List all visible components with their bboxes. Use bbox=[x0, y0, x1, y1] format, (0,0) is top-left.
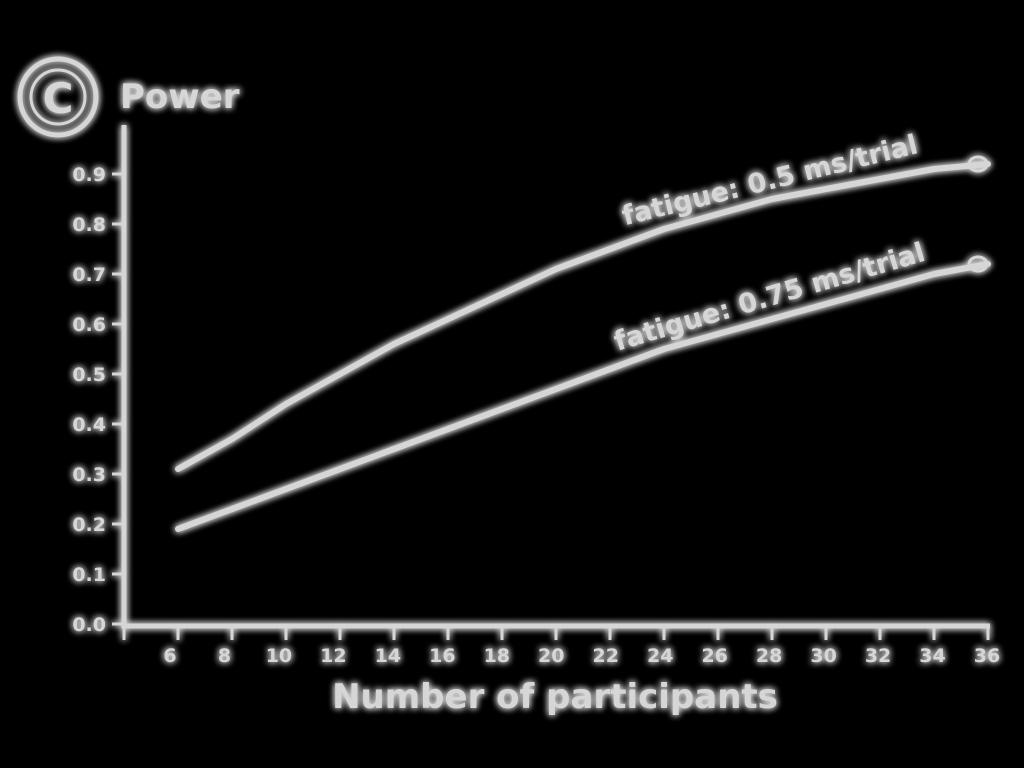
y-tick-label: 0.4 bbox=[72, 414, 106, 436]
series-label: fatigue: 0.75 ms/trial bbox=[611, 237, 929, 357]
series-end-marker bbox=[967, 255, 989, 273]
badge-letter: C bbox=[43, 74, 74, 123]
y-axis-ticks: 0.0 0.1 0.2 0.3 0.4 0.5 0.6 0.7 0.8 0.9 bbox=[72, 164, 124, 636]
y-tick-label: 0.8 bbox=[72, 214, 106, 236]
x-tick-label: 18 bbox=[484, 645, 510, 667]
y-tick-label: 0.2 bbox=[72, 514, 106, 536]
x-axis-ticks: 6 8 10 12 14 16 18 20 22 24 26 28 30 32 34 36 bbox=[122, 626, 1000, 667]
y-tick-label: 0.6 bbox=[72, 314, 106, 336]
x-tick-label: 30 bbox=[810, 645, 836, 667]
y-tick-label: 0.7 bbox=[72, 264, 106, 286]
x-tick-label: 36 bbox=[974, 645, 1000, 667]
x-tick-label: 10 bbox=[266, 645, 292, 667]
circle-c-badge-icon: C bbox=[17, 56, 99, 138]
x-tick-label: 26 bbox=[701, 645, 727, 667]
x-tick-label: 14 bbox=[375, 645, 401, 667]
x-tick-label: 16 bbox=[429, 645, 455, 667]
y-axis-title: Power bbox=[120, 77, 240, 117]
series-line bbox=[175, 261, 991, 532]
x-tick-label: 22 bbox=[593, 645, 619, 667]
x-tick-label: 12 bbox=[320, 645, 346, 667]
x-tick-label: 28 bbox=[756, 645, 782, 667]
y-tick-label: 0.5 bbox=[72, 364, 106, 386]
x-tick-label: 32 bbox=[865, 645, 891, 667]
y-tick-label: 0.0 bbox=[72, 614, 106, 636]
y-tick-label: 0.3 bbox=[72, 464, 106, 486]
x-tick-label: 8 bbox=[218, 645, 231, 667]
series-line bbox=[175, 161, 991, 472]
x-axis-title: Number of participants bbox=[332, 677, 778, 717]
y-tick-label: 0.9 bbox=[72, 164, 106, 186]
x-tick-label: 24 bbox=[647, 645, 673, 667]
series-end-marker bbox=[967, 155, 989, 173]
y-tick-label: 0.1 bbox=[72, 564, 106, 586]
x-tick-label: 20 bbox=[538, 645, 564, 667]
x-tick-label: 6 bbox=[163, 645, 176, 667]
x-tick-label: 34 bbox=[919, 645, 945, 667]
